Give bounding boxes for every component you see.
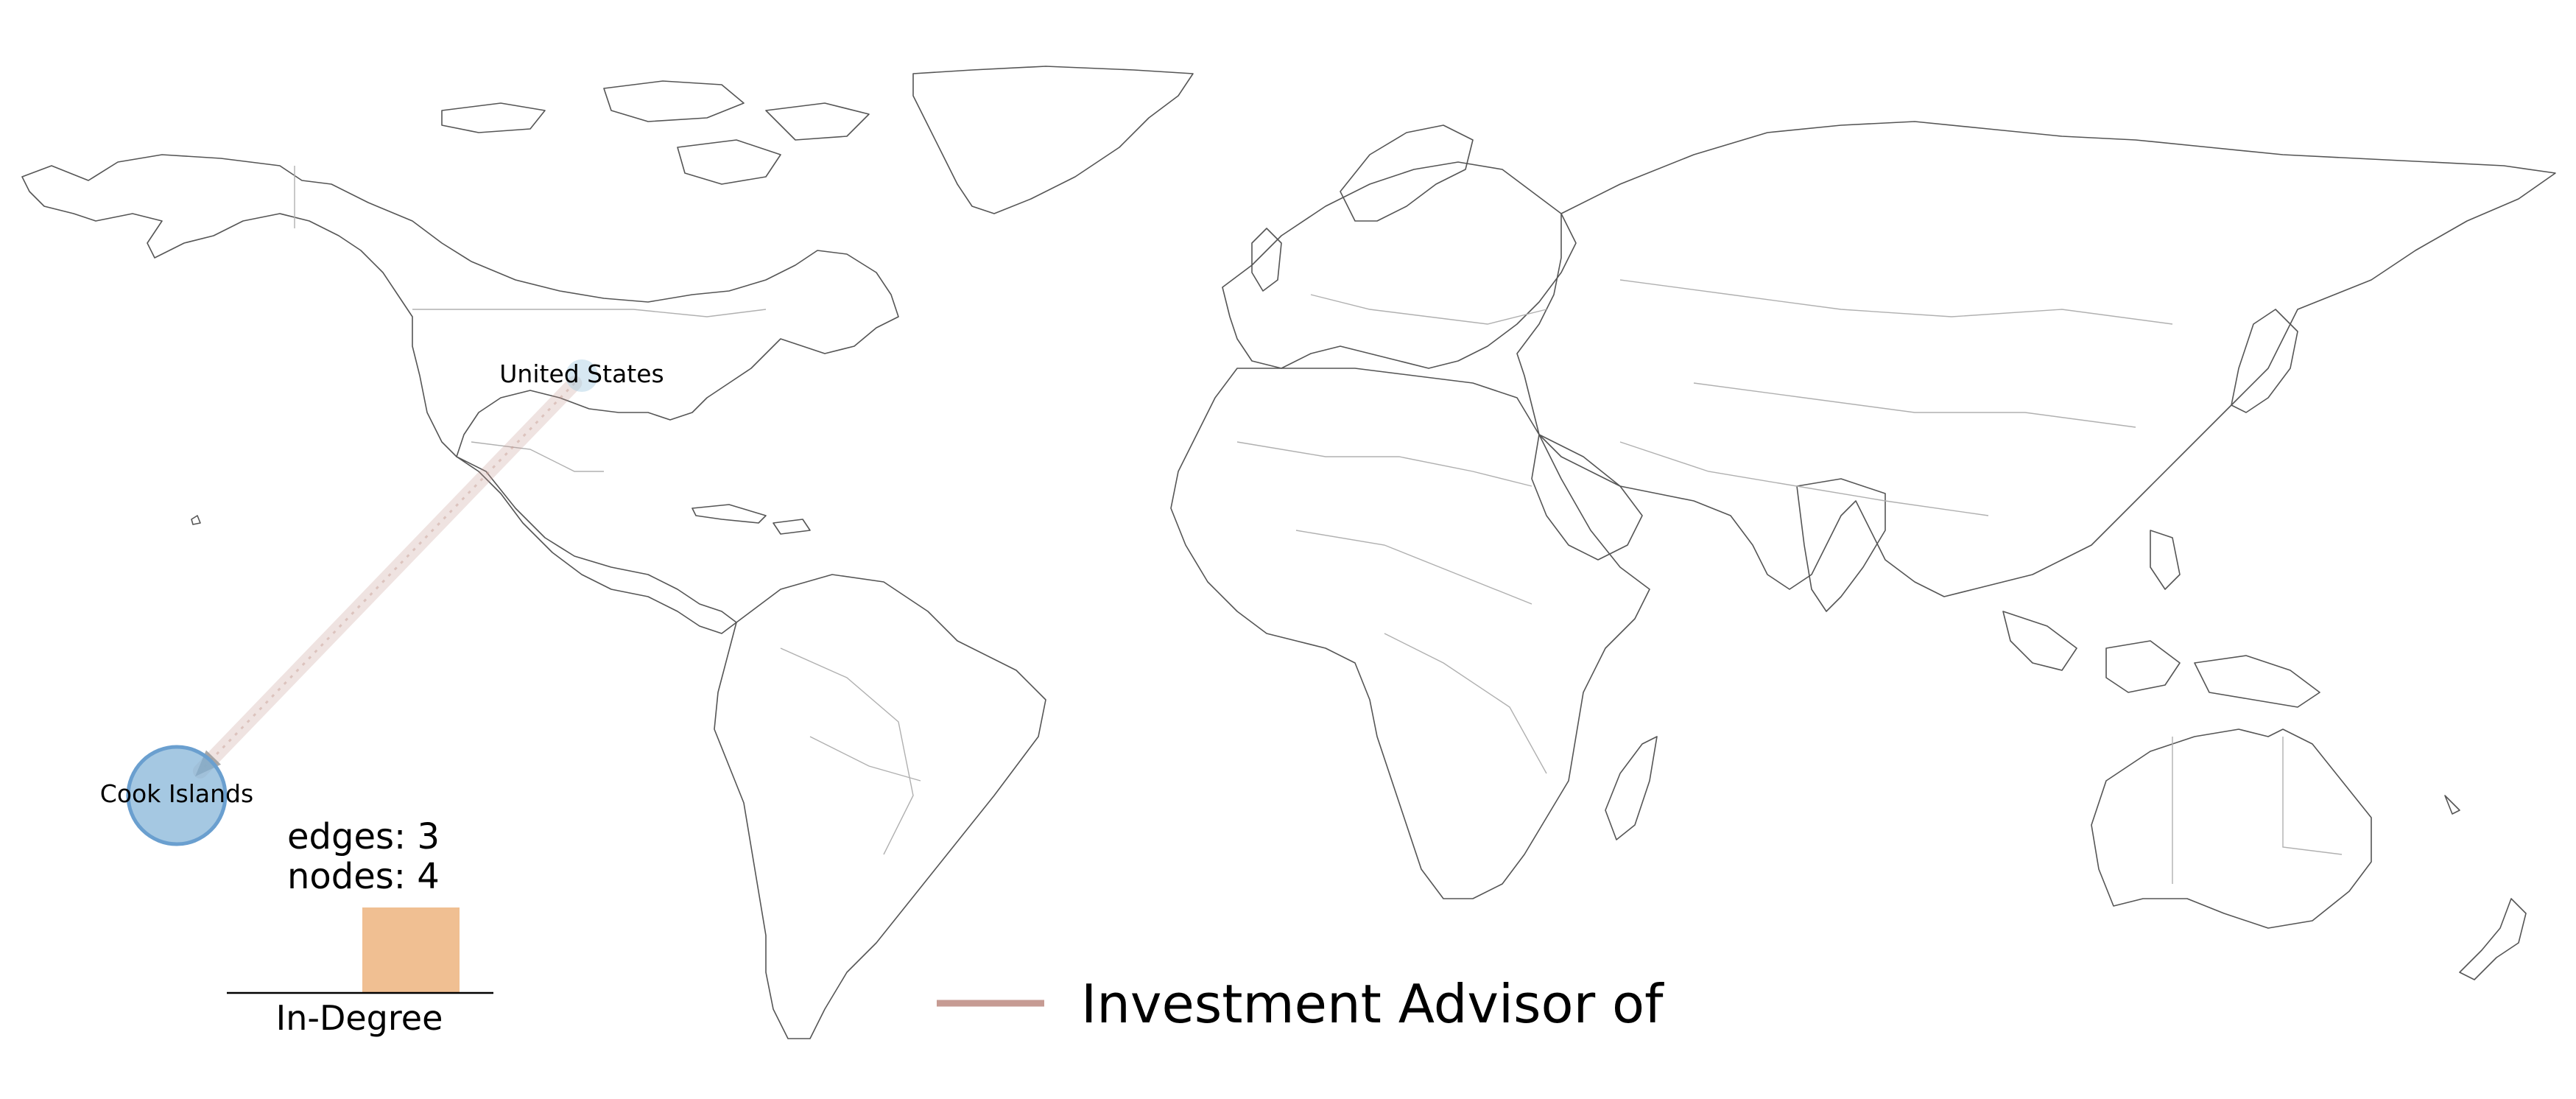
node-cook-islands — [126, 745, 228, 846]
graph-stats: edges: 3 nodes: 4 — [287, 816, 440, 897]
in-degree-histogram: In-Degree — [227, 907, 493, 1038]
edge-0-pattern — [199, 382, 576, 772]
greenland-outline — [912, 66, 1194, 214]
legend: Investment Advisor of — [937, 973, 1664, 1035]
land-outlines — [21, 66, 2556, 1039]
histogram-bar — [362, 907, 460, 993]
legend-label: Investment Advisor of — [1081, 973, 1664, 1035]
canada-us-border — [412, 309, 767, 317]
central-america-outline — [456, 456, 737, 634]
europe-outline — [1222, 161, 1577, 369]
south-america-outline — [714, 574, 1046, 1039]
network-layer: United States Cook Islands — [100, 359, 664, 846]
us-mexico-border — [471, 441, 604, 472]
asia-outline — [1516, 121, 2556, 597]
edges-count: edges: 3 — [287, 816, 440, 857]
node-label-united-states: United States — [499, 359, 664, 388]
edge-0 — [192, 376, 583, 779]
africa-outline — [1170, 368, 1650, 899]
node-label-cook-islands: Cook Islands — [100, 779, 253, 808]
country-borders — [294, 166, 2343, 884]
north-america-outline — [21, 154, 899, 457]
australia-outline — [2091, 728, 2372, 929]
histogram-xlabel: In-Degree — [276, 998, 443, 1038]
node-united-states — [566, 359, 598, 392]
nodes-count: nodes: 4 — [287, 856, 440, 897]
